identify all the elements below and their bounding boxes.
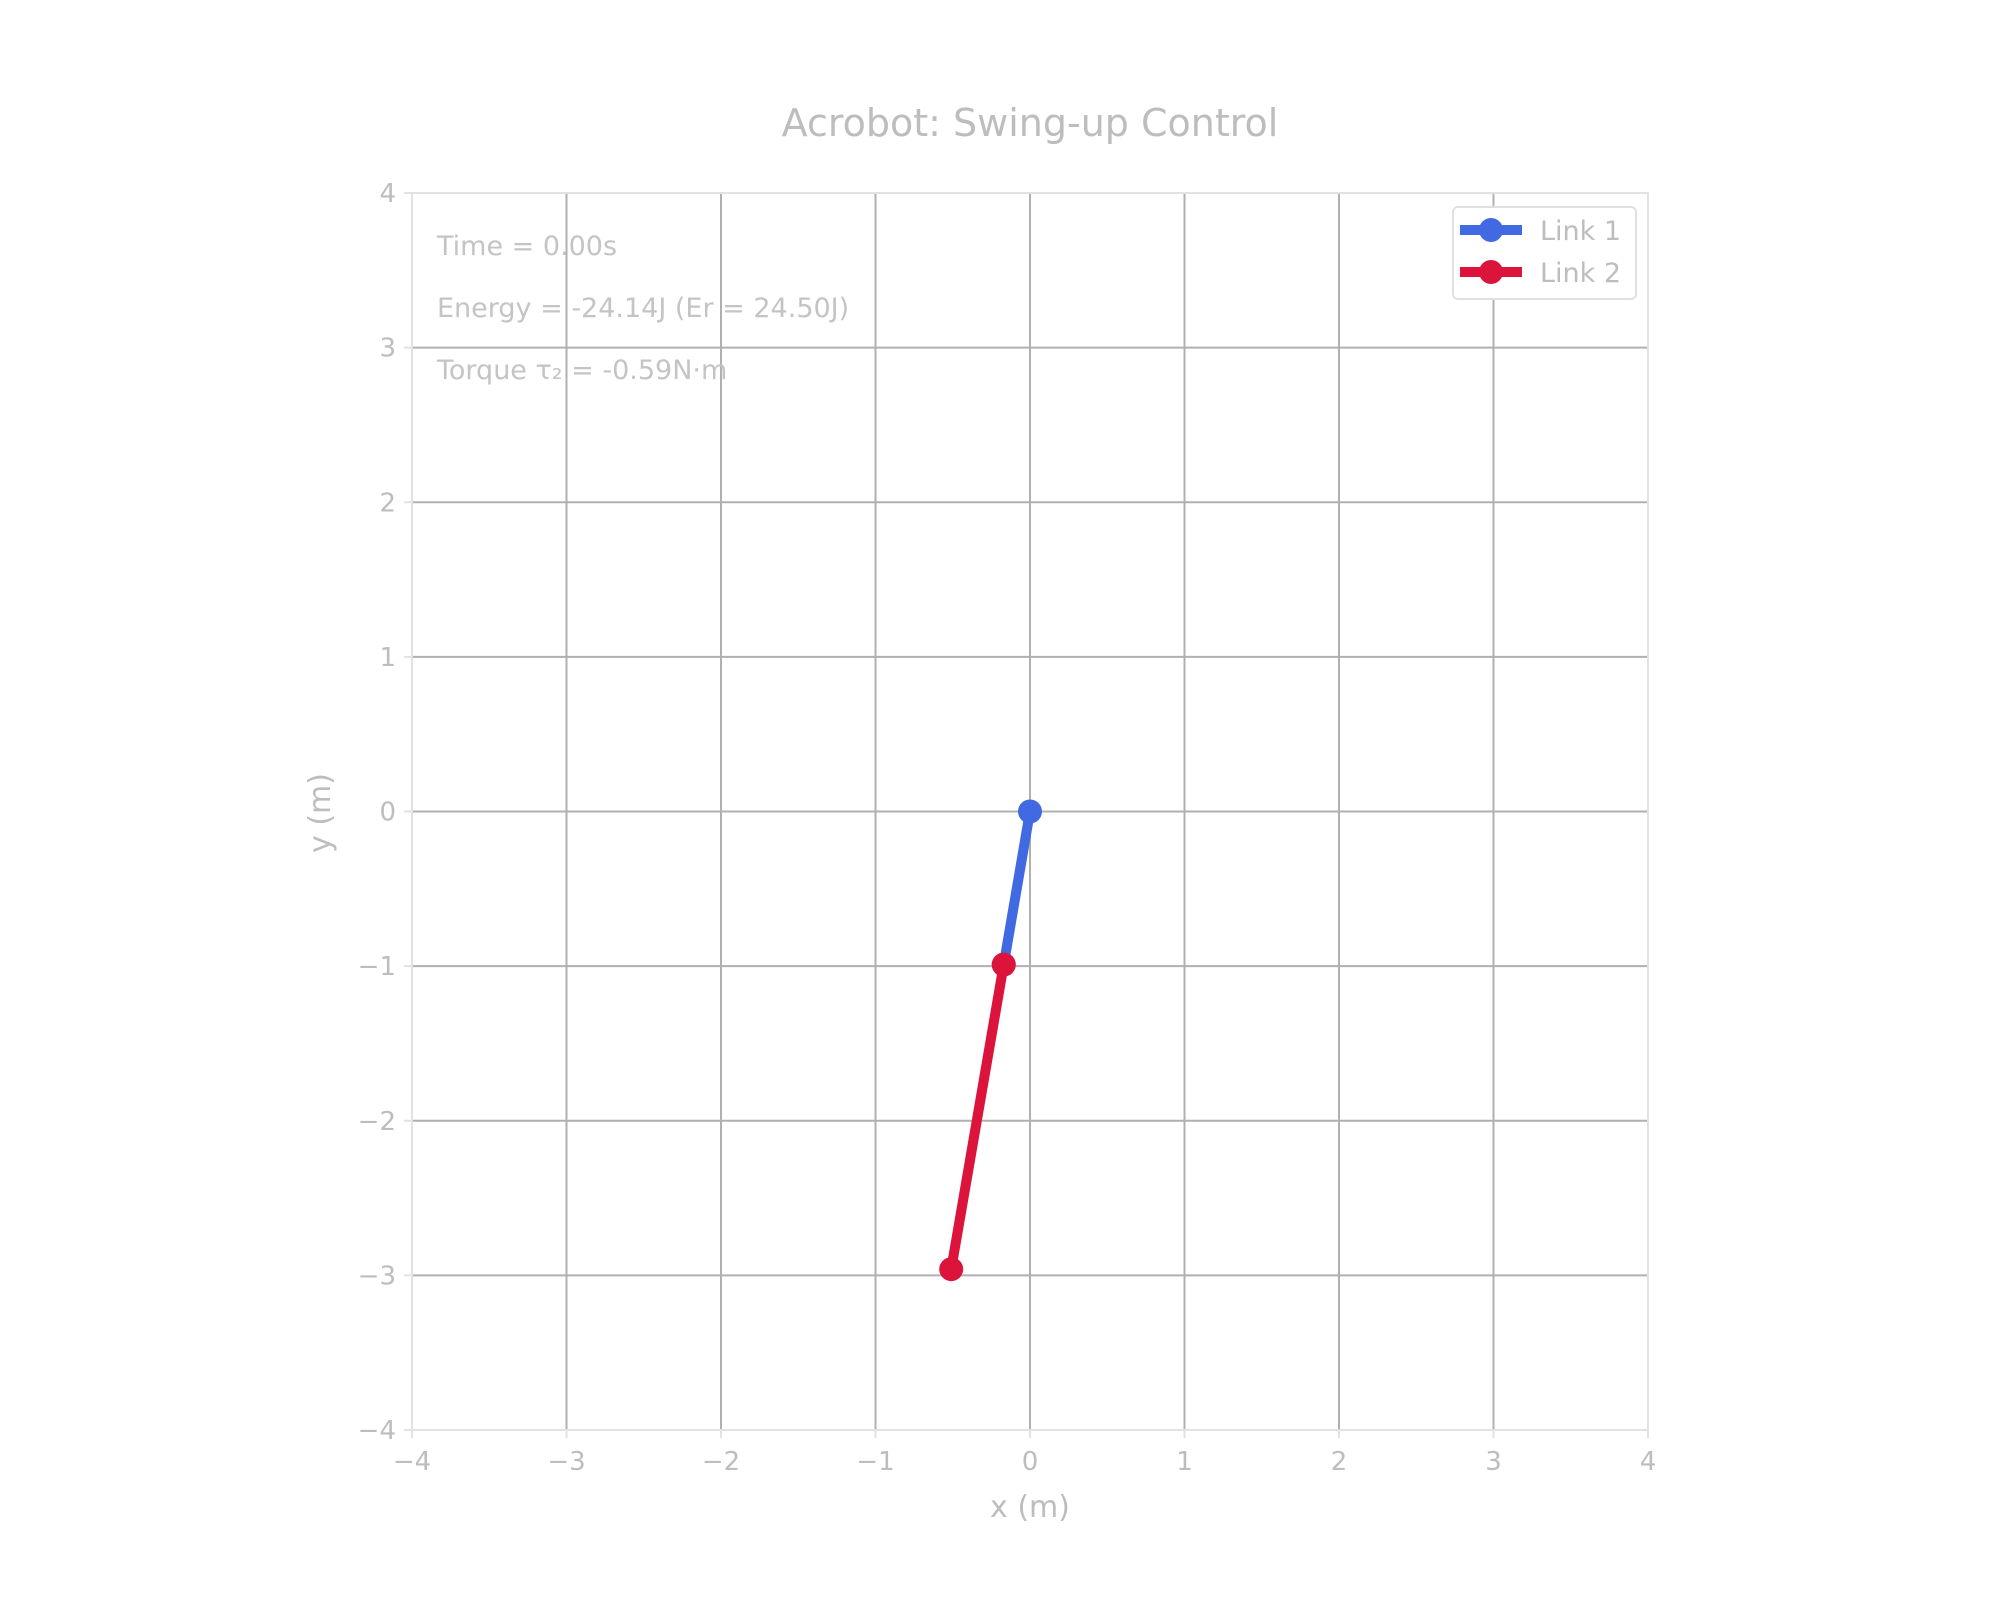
y-tick-label: −3 xyxy=(358,1261,396,1291)
y-tick-label: 1 xyxy=(379,643,396,673)
x-tick-label: −2 xyxy=(702,1447,740,1477)
link-2-joint xyxy=(939,1257,964,1282)
link-1-joint xyxy=(1018,799,1042,824)
link-2-joint xyxy=(991,952,1016,977)
annotation-torque: Torque τ₂ = -0.59N·m xyxy=(436,355,727,386)
legend: Link 1 Link 2 xyxy=(1452,206,1637,300)
x-tick-label: −4 xyxy=(393,1447,431,1477)
y-axis-label: y (m) xyxy=(303,773,338,853)
annotations: Time = 0.00s Energy = -24.14J (Er = 24.5… xyxy=(436,231,849,386)
y-tick-label: −4 xyxy=(358,1416,396,1446)
legend-marker-1 xyxy=(1479,218,1503,242)
y-tick-label: 2 xyxy=(379,488,396,518)
y-tick-label: −1 xyxy=(358,952,396,982)
x-tick-label: −3 xyxy=(547,1447,585,1477)
x-tick-label: 0 xyxy=(1022,1447,1039,1477)
link-1-line xyxy=(998,806,1035,970)
annotation-time: Time = 0.00s xyxy=(436,231,617,262)
legend-label-1: Link 1 xyxy=(1540,216,1621,247)
axis-ticks: −4 −3 −2 −1 0 1 2 3 4 −4 −3 −2 −1 0 1 2 3 4 xyxy=(358,179,1657,1477)
x-tick-label: 2 xyxy=(1331,1447,1348,1477)
x-axis-label: x (m) xyxy=(990,1490,1070,1525)
annotation-energy: Energy = -24.14J (Er = 24.50J) xyxy=(437,293,849,324)
legend-marker-2 xyxy=(1479,260,1503,284)
link-2-line xyxy=(946,959,1009,1275)
x-tick-label: 3 xyxy=(1485,1447,1502,1477)
y-tick-label: −2 xyxy=(358,1107,396,1137)
pendulum-links xyxy=(939,799,1042,1282)
x-tick-label: 1 xyxy=(1176,1447,1193,1477)
legend-label-2: Link 2 xyxy=(1540,258,1621,289)
x-tick-label: −1 xyxy=(856,1447,894,1477)
y-tick-label: 4 xyxy=(379,179,396,209)
y-tick-label: 0 xyxy=(379,798,396,828)
chart-title: Acrobot: Swing-up Control xyxy=(782,101,1279,145)
x-tick-label: 4 xyxy=(1640,1447,1657,1477)
y-tick-label: 3 xyxy=(379,334,396,364)
